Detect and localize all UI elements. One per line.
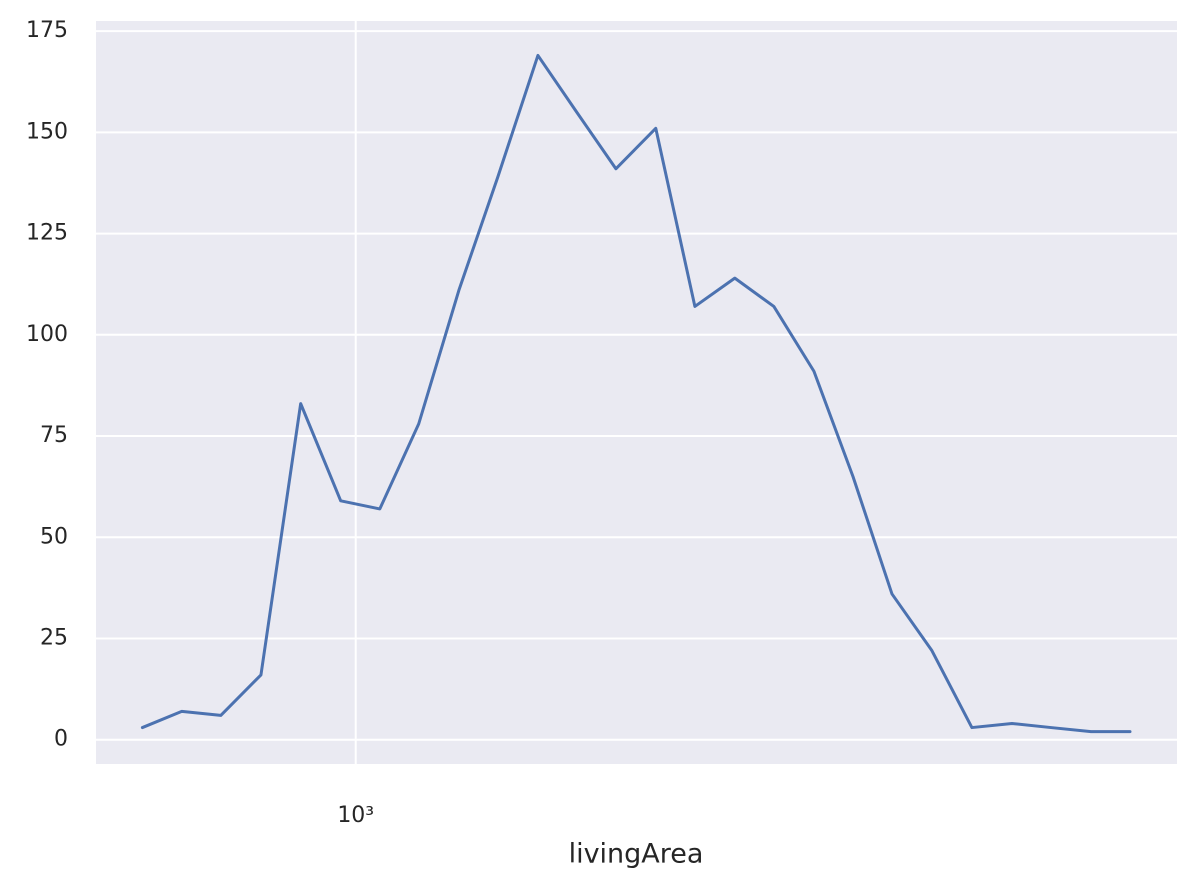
y-tick-label: 75 — [40, 423, 68, 448]
y-tick-label: 150 — [26, 119, 68, 144]
y-tick-label: 125 — [26, 221, 68, 246]
y-tick-label: 175 — [26, 18, 68, 43]
y-tick-label: 25 — [40, 625, 68, 650]
y-tick-label: 50 — [40, 524, 68, 549]
x-tick-label: 10³ — [337, 803, 374, 828]
plot-area — [96, 21, 1177, 764]
line-series — [140, 53, 1132, 734]
x-axis-label: livingArea — [569, 839, 704, 870]
y-tick-label: 100 — [26, 322, 68, 347]
y-tick-label: 0 — [54, 727, 68, 752]
